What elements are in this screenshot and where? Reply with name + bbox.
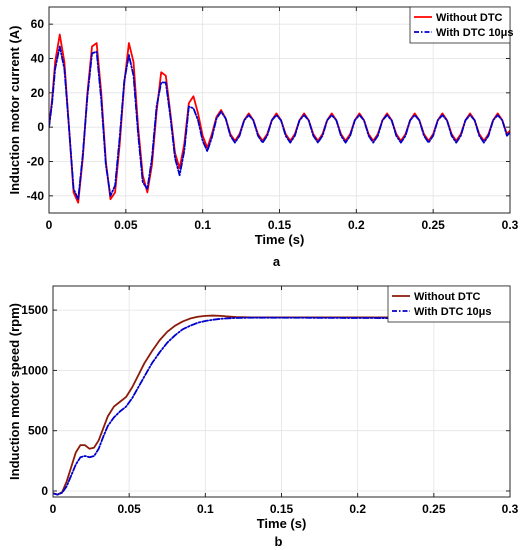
x-tick-label: 0.25 bbox=[421, 218, 445, 232]
panel-b: 0 0.05 0.1 0.15 0.2 0.25 0.3 0 500 1000 1500 Time (… bbox=[7, 285, 519, 549]
y-tick-label: 1000 bbox=[21, 363, 48, 377]
y-tick-label: 60 bbox=[31, 17, 45, 31]
x-tick-label: 0.1 bbox=[194, 218, 211, 232]
panel-caption: b bbox=[275, 534, 283, 549]
x-tick-label: 0.25 bbox=[422, 502, 446, 516]
legend-label-1: Without DTC bbox=[436, 12, 503, 24]
panel-a: 0 0.05 0.1 0.15 0.2 0.25 0.3 -40 -20 0 20 40 60 Time … bbox=[7, 6, 519, 269]
legend-label-1: Without DTC bbox=[414, 291, 481, 303]
series-line-1 bbox=[53, 314, 510, 496]
x-axis-title: Time (s) bbox=[255, 232, 305, 247]
series-line-2 bbox=[53, 316, 510, 496]
legend-label-2: With DTC 10μs bbox=[414, 306, 492, 318]
y-tick-label: 0 bbox=[41, 484, 48, 498]
y-tick-label: -40 bbox=[27, 189, 45, 203]
y-tick-label: 500 bbox=[28, 424, 48, 438]
x-tick-label: 0.05 bbox=[114, 218, 138, 232]
series-group bbox=[49, 33, 510, 204]
x-tick-label: 0.15 bbox=[270, 502, 294, 516]
panel-caption: a bbox=[273, 254, 281, 269]
legend-label-2: With DTC 10μs bbox=[436, 27, 514, 39]
series-group bbox=[53, 314, 510, 496]
series-line-2 bbox=[49, 45, 510, 201]
x-tick-label: 0.2 bbox=[349, 502, 366, 516]
y-tick-label: -20 bbox=[27, 155, 45, 169]
x-tick-label: 0.3 bbox=[502, 502, 519, 516]
y-tick-label: 1500 bbox=[21, 303, 48, 317]
x-tick-label: 0 bbox=[46, 218, 53, 232]
x-tick-label: 0.05 bbox=[117, 502, 141, 516]
x-tick-label: 0.2 bbox=[348, 218, 365, 232]
x-axis-title: Time (s) bbox=[257, 516, 307, 531]
legend-box bbox=[409, 6, 511, 44]
legend: Without DTC With DTC 10μs bbox=[387, 285, 511, 323]
legend-box bbox=[387, 285, 511, 323]
y-axis-title: Induction motor speed (rpm) bbox=[7, 303, 22, 480]
x-tick-label: 0.15 bbox=[268, 218, 292, 232]
x-tick-label: 0.3 bbox=[502, 218, 519, 232]
y-axis-title: Induction motor current (A) bbox=[7, 26, 22, 195]
y-tick-label: 0 bbox=[37, 120, 44, 134]
y-tick-label: 40 bbox=[31, 52, 45, 66]
x-tick-label: 0 bbox=[50, 502, 57, 516]
x-tick-label: 0.1 bbox=[197, 502, 214, 516]
y-tick-label: 20 bbox=[31, 86, 45, 100]
grid bbox=[48, 7, 511, 213]
legend: Without DTC With DTC 10μs bbox=[409, 6, 514, 44]
